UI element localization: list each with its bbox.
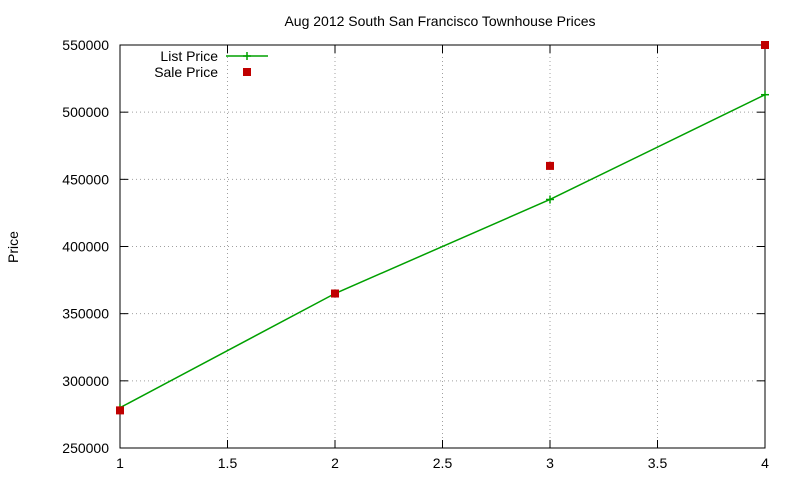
y-tick-label: 250000: [62, 440, 109, 456]
sale-price-point: [546, 161, 554, 170]
x-tick-label: 2.5: [433, 455, 453, 471]
x-tick-label: 3: [546, 455, 554, 471]
y-axis: 250000 300000 350000 400000 450000 500000 5500…: [62, 37, 765, 456]
list-price-line: [119, 94, 766, 409]
y-tick-label: 300000: [62, 373, 109, 389]
x-tick-label: 3.5: [648, 455, 668, 471]
x-tick-label: 2: [331, 455, 339, 471]
x-tick-label: 1.5: [218, 455, 238, 471]
list-price-point: [546, 195, 554, 204]
y-tick-label: 450000: [62, 171, 109, 187]
x-axis: 1 1.5 2 2.5 3 3.5 4: [116, 45, 769, 471]
sale-price-point: [116, 406, 124, 415]
chart-title: Aug 2012 South San Francisco Townhouse P…: [284, 13, 595, 29]
series-layer: [116, 41, 769, 415]
sale-price-point: [761, 41, 769, 49]
y-axis-label: Price: [5, 231, 21, 263]
y-tick-label: 550000: [62, 37, 109, 53]
sale-price-point: [331, 289, 339, 298]
legend-square-marker: [243, 68, 251, 76]
y-tick-label: 500000: [62, 104, 109, 120]
legend-label: Sale Price: [154, 64, 218, 80]
x-tick-label: 1: [116, 455, 124, 471]
y-tick-label: 400000: [62, 239, 109, 255]
legend-plus-marker: [243, 52, 251, 60]
legend-label: List Price: [160, 48, 218, 64]
y-tick-label: 350000: [62, 306, 109, 322]
list-price-point: [761, 90, 769, 99]
x-tick-label: 4: [761, 455, 769, 471]
